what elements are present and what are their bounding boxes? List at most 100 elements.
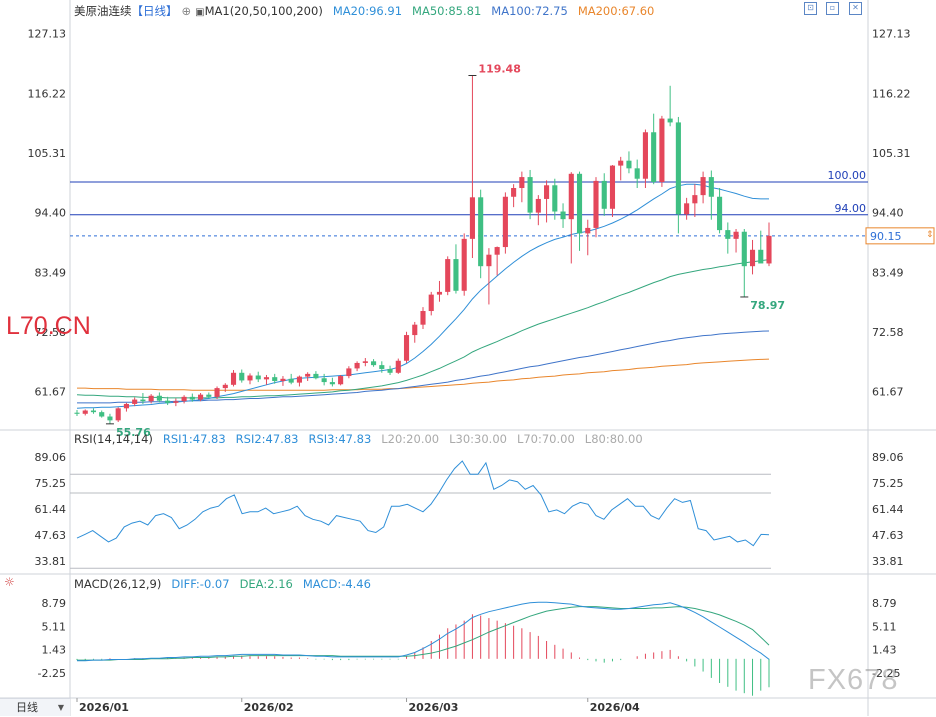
- macd-ytick-right: 8.79: [872, 597, 897, 610]
- candle-body: [618, 160, 624, 166]
- main-ytick-left: 127.13: [28, 28, 67, 41]
- xtick-label: 2026/04: [590, 701, 640, 714]
- candle-body: [140, 399, 146, 402]
- candle-body: [708, 177, 714, 197]
- candle-body: [560, 211, 566, 220]
- candle-body: [305, 373, 311, 377]
- candle-body: [428, 294, 434, 312]
- macd-header: MACD(26,12,9) DIFF:-0.07 DEA:2.16 MACD:-4.4…: [74, 577, 381, 591]
- main-ytick-right: 105.31: [872, 147, 911, 160]
- candle-body: [568, 173, 574, 220]
- diff-value: DIFF:-0.07: [171, 577, 230, 591]
- candle-body: [486, 254, 492, 267]
- main-ytick-right: 94.40: [872, 207, 904, 220]
- candle-body: [453, 259, 459, 291]
- candle-body: [651, 132, 657, 182]
- main-ytick-left: 61.67: [35, 386, 67, 399]
- candle-body: [132, 399, 138, 404]
- macd-value: MACD:-4.46: [302, 577, 371, 591]
- candle-body: [733, 231, 739, 239]
- candle-body: [296, 376, 302, 383]
- candle-body: [165, 400, 171, 403]
- rsi-ytick-left: 89.06: [35, 451, 67, 464]
- candle-body: [321, 378, 327, 383]
- rsi-ytick-right: 75.25: [872, 477, 904, 490]
- candle-body: [82, 410, 88, 414]
- macd-ytick-right: 1.43: [872, 644, 897, 657]
- candle-body: [354, 362, 360, 369]
- settings-icon[interactable]: ⊕: [181, 4, 192, 18]
- candle-body: [255, 375, 261, 380]
- candle-body: [609, 165, 616, 209]
- candle-body: [412, 324, 418, 336]
- zoom-icon[interactable]: ⊡: [804, 2, 817, 15]
- main-ytick-left: 105.31: [28, 147, 67, 160]
- rsi2-value: RSI2:47.83: [235, 432, 299, 446]
- macd-ytick-left: 8.79: [42, 597, 67, 610]
- candle-body: [478, 197, 484, 267]
- candle-body: [634, 168, 640, 179]
- diff-line: [77, 601, 770, 662]
- candle-body: [371, 361, 377, 366]
- candle-body: [585, 227, 591, 234]
- candle-body: [230, 372, 237, 385]
- xtick-label: 2026/03: [409, 701, 459, 714]
- candle-body: [593, 180, 599, 228]
- rsi-ytick-right: 47.63: [872, 529, 904, 542]
- candle-body: [403, 335, 410, 361]
- candle-body: [387, 368, 393, 373]
- candle-body: [642, 132, 648, 179]
- candle-body: [222, 384, 228, 389]
- main-ytick-left: 72.58: [35, 326, 67, 339]
- candle-body: [684, 203, 690, 215]
- candle-body: [329, 382, 335, 385]
- ma200-line: [77, 358, 770, 391]
- l20-value: L20:20.00: [381, 432, 440, 446]
- indicator-icon[interactable]: ▣: [195, 7, 205, 18]
- minimize-icon[interactable]: ▫: [826, 2, 839, 15]
- ma50-value: MA50:85.81: [412, 4, 482, 18]
- candle-body: [675, 122, 681, 215]
- macd-title: MACD(26,12,9): [74, 577, 162, 591]
- candle-body: [626, 160, 632, 169]
- l70-value: L70:70.00: [516, 432, 575, 446]
- extreme-label: 55.76: [116, 426, 151, 439]
- candle-body: [263, 377, 270, 380]
- period-tag[interactable]: 【日线】: [131, 4, 178, 18]
- close-icon[interactable]: ✕: [849, 2, 862, 15]
- current-price-box: [865, 227, 935, 245]
- candle-body: [272, 377, 278, 381]
- candle-body: [692, 195, 698, 204]
- candle-body: [659, 118, 665, 182]
- rsi1-value: RSI1:47.83: [162, 432, 226, 446]
- candle-body: [173, 401, 179, 403]
- candle-body: [247, 375, 253, 381]
- candle-body: [445, 259, 451, 292]
- candle-body: [74, 412, 80, 414]
- macd-ytick-left: -2.25: [38, 667, 66, 680]
- candle-body: [206, 394, 212, 397]
- main-ytick-left: 116.22: [28, 87, 67, 100]
- candle-body: [107, 416, 113, 421]
- main-ytick-right: 116.22: [872, 87, 911, 100]
- candle-body: [436, 291, 443, 295]
- candle-body: [362, 361, 368, 363]
- candle-body: [420, 311, 426, 325]
- sun-icon[interactable]: ☼: [4, 575, 15, 589]
- candle-body: [115, 408, 121, 421]
- candle-body: [288, 378, 294, 383]
- period-tab[interactable]: 日线 ▼: [0, 698, 70, 716]
- candle-body: [90, 410, 97, 413]
- candle-body: [758, 249, 764, 264]
- chevron-down-icon[interactable]: ▼: [57, 703, 64, 712]
- candle-body: [601, 180, 607, 209]
- right-watermark: FX678: [808, 664, 899, 696]
- rsi-ytick-left: 61.44: [35, 503, 67, 516]
- candle-body: [214, 388, 220, 397]
- rsi-ytick-right: 89.06: [872, 451, 904, 464]
- l30-value: L30:30.00: [449, 432, 507, 446]
- main-header: 美原油连续【日线】 ⊕ ▣MA1(20,50,100,200) MA20:96.91 M…: [74, 3, 664, 19]
- candle-body: [461, 238, 467, 291]
- rsi-ytick-left: 33.81: [35, 555, 67, 568]
